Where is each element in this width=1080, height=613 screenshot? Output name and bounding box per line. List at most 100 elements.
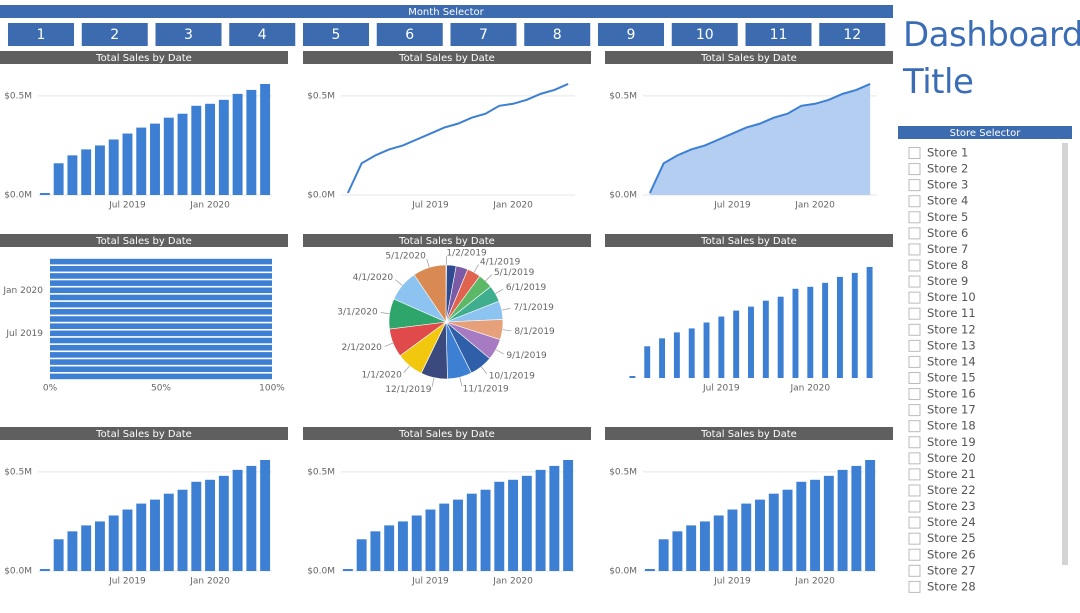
bar <box>466 493 477 571</box>
bar <box>50 323 272 329</box>
bar <box>205 479 216 571</box>
store-label[interactable]: Store 22 <box>927 483 976 497</box>
month-button-label[interactable]: 9 <box>627 27 636 43</box>
pie-label: 9/1/2019 <box>506 351 547 361</box>
store-checkbox[interactable] <box>908 243 921 256</box>
store-label[interactable]: Store 3 <box>927 178 968 192</box>
store-label[interactable]: Store 23 <box>927 499 976 513</box>
pie-label: 1/1/2020 <box>361 371 402 381</box>
store-checkbox[interactable] <box>908 147 921 159</box>
bar <box>762 300 769 378</box>
store-checkbox[interactable] <box>908 259 921 272</box>
month-button-label[interactable]: 10 <box>696 27 714 43</box>
store-label[interactable]: Store 21 <box>927 467 976 481</box>
store-label[interactable]: Store 1 <box>927 146 968 160</box>
month-button-label[interactable]: 7 <box>479 27 488 43</box>
x-tick-label: Jul 2019 <box>108 577 146 587</box>
store-label[interactable]: Store 7 <box>927 242 968 256</box>
store-checkbox[interactable] <box>908 404 921 417</box>
store-checkbox[interactable] <box>908 227 921 240</box>
store-checkbox[interactable] <box>908 355 921 368</box>
bar <box>177 113 188 195</box>
store-checkbox[interactable] <box>908 195 921 208</box>
store-checkbox[interactable] <box>908 163 921 176</box>
store-label[interactable]: Store 20 <box>927 451 976 465</box>
month-button[interactable] <box>81 23 148 46</box>
month-button[interactable] <box>8 23 74 46</box>
bar <box>67 531 78 571</box>
store-checkbox[interactable] <box>908 275 921 288</box>
leader-line <box>395 279 403 286</box>
store-checkbox[interactable] <box>908 532 921 545</box>
store-label[interactable]: Store 27 <box>927 563 976 577</box>
store-label[interactable]: Store 24 <box>927 515 976 529</box>
store-checkbox[interactable] <box>908 548 921 561</box>
store-label[interactable]: Store 15 <box>927 370 976 384</box>
month-button-label[interactable]: 3 <box>184 27 193 43</box>
store-label[interactable]: Store 2 <box>927 162 968 176</box>
y-tick-label: $0.5M <box>4 91 32 101</box>
store-checkbox[interactable] <box>908 339 921 352</box>
month-button[interactable] <box>450 23 517 46</box>
pie-label: 10/1/2019 <box>489 372 535 382</box>
month-button[interactable] <box>819 23 886 46</box>
store-checkbox[interactable] <box>908 179 921 192</box>
store-checkbox[interactable] <box>908 580 921 593</box>
store-checkbox[interactable] <box>908 420 921 433</box>
month-button-label[interactable]: 4 <box>258 27 267 43</box>
store-label[interactable]: Store 14 <box>927 354 976 368</box>
store-checkbox[interactable] <box>908 564 921 577</box>
store-label[interactable]: Store 6 <box>927 226 968 240</box>
bar <box>218 99 229 195</box>
store-label[interactable]: Store 26 <box>927 547 976 561</box>
store-checkbox[interactable] <box>908 500 921 513</box>
store-label[interactable]: Store 4 <box>927 194 968 208</box>
month-button-label[interactable]: 11 <box>770 27 788 43</box>
store-checkbox[interactable] <box>908 323 921 336</box>
month-button-label[interactable]: 2 <box>110 27 119 43</box>
month-button-label[interactable]: 6 <box>405 27 414 43</box>
bar <box>370 531 381 571</box>
month-button-label[interactable]: 12 <box>843 27 861 43</box>
x-tick-label: 50% <box>151 384 171 394</box>
month-button[interactable] <box>229 23 296 46</box>
store-label[interactable]: Store 18 <box>927 419 976 433</box>
store-checkbox[interactable] <box>908 452 921 465</box>
store-label[interactable]: Store 16 <box>927 387 976 401</box>
store-label[interactable]: Store 8 <box>927 258 968 272</box>
chart-header <box>0 234 288 247</box>
store-label[interactable]: Store 10 <box>927 290 976 304</box>
month-button[interactable] <box>376 23 443 46</box>
store-checkbox[interactable] <box>908 436 921 449</box>
store-label[interactable]: Store 17 <box>927 403 976 417</box>
x-tick-label: Jul 2019 <box>411 577 449 587</box>
month-button-label[interactable]: 1 <box>37 27 46 43</box>
store-checkbox[interactable] <box>908 468 921 481</box>
store-checkbox[interactable] <box>908 388 921 401</box>
store-checkbox[interactable] <box>908 291 921 304</box>
store-label[interactable]: Store 28 <box>927 579 976 593</box>
store-label[interactable]: Store 9 <box>927 274 968 288</box>
month-button[interactable] <box>598 23 664 46</box>
month-button[interactable] <box>745 23 812 46</box>
month-button[interactable] <box>524 23 591 46</box>
month-button[interactable] <box>155 23 222 46</box>
store-label[interactable]: Store 19 <box>927 435 976 449</box>
month-selector-title: Month Selector <box>408 7 484 18</box>
store-checkbox[interactable] <box>908 307 921 320</box>
store-label[interactable]: Store 13 <box>927 338 976 352</box>
store-checkbox[interactable] <box>908 484 921 497</box>
month-button-label[interactable]: 8 <box>553 27 562 43</box>
store-checkbox[interactable] <box>908 516 921 529</box>
store-label[interactable]: Store 5 <box>927 210 968 224</box>
store-label[interactable]: Store 12 <box>927 322 976 336</box>
month-button[interactable] <box>671 23 738 46</box>
month-button[interactable] <box>303 23 369 46</box>
store-label[interactable]: Store 25 <box>927 531 976 545</box>
store-checkbox[interactable] <box>908 211 921 224</box>
bar <box>67 155 78 195</box>
store-label[interactable]: Store 11 <box>927 306 976 320</box>
month-button-label[interactable]: 5 <box>332 27 341 43</box>
store-checkbox[interactable] <box>908 371 921 384</box>
